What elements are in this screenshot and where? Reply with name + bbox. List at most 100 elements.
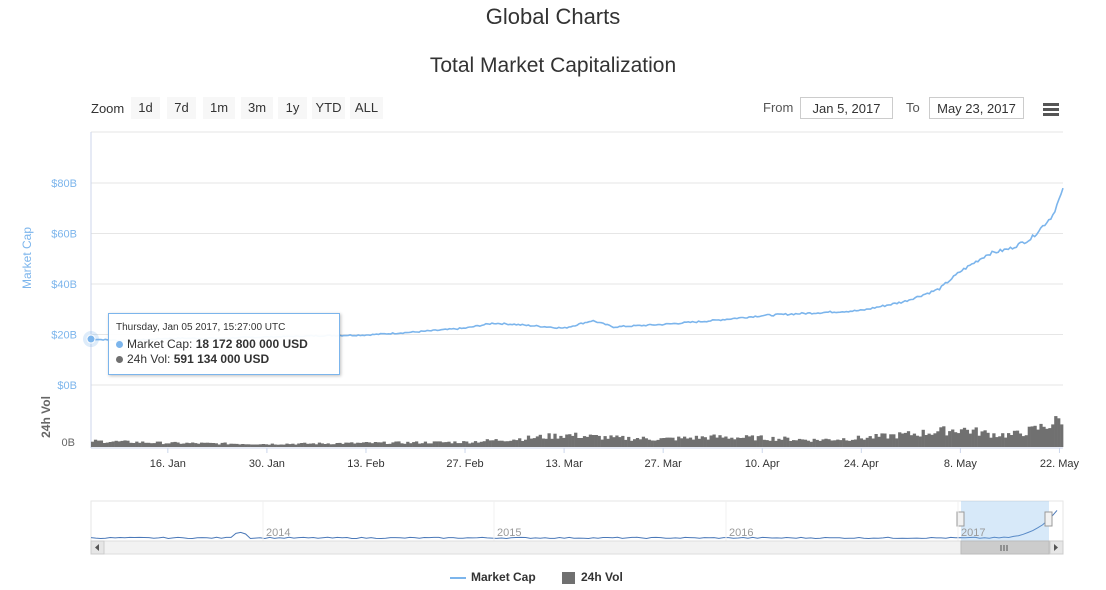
volume-bar bbox=[1054, 416, 1058, 447]
volume-bar bbox=[526, 435, 531, 447]
navigator-handle-left[interactable] bbox=[956, 511, 965, 527]
volume-bar bbox=[848, 440, 852, 447]
volume-bar bbox=[786, 437, 790, 447]
y-tick-label: $80B bbox=[51, 178, 77, 190]
volume-bar bbox=[462, 441, 466, 447]
from-label: From bbox=[763, 100, 794, 115]
volume-bar bbox=[223, 442, 227, 447]
volume-bar bbox=[300, 443, 304, 447]
volume-bar bbox=[647, 439, 651, 447]
volume-bar bbox=[898, 432, 902, 447]
volume-bar bbox=[650, 440, 654, 447]
volume-bar bbox=[338, 442, 342, 447]
volume-bar bbox=[382, 441, 386, 447]
page-title: Global Charts bbox=[485, 4, 621, 29]
legend-volume[interactable]: 24h Vol bbox=[581, 570, 623, 584]
chart-title: Total Market Capitalization bbox=[429, 54, 677, 77]
volume-bar bbox=[488, 440, 492, 447]
zoom-all-button[interactable]: ALL bbox=[350, 97, 383, 119]
navigator-selection[interactable] bbox=[961, 501, 1049, 541]
volume-bar bbox=[886, 438, 890, 447]
navigator-line bbox=[90, 510, 1058, 540]
volume-bar bbox=[780, 439, 784, 447]
volume-bar bbox=[364, 442, 369, 447]
volume-bar bbox=[768, 440, 772, 447]
hamburger-menu-icon[interactable] bbox=[1041, 101, 1061, 117]
volume-bar bbox=[188, 443, 192, 447]
volume-bar bbox=[385, 444, 389, 447]
volume-bar bbox=[909, 435, 914, 447]
volume-bar bbox=[309, 443, 313, 447]
volume-bar bbox=[197, 443, 201, 447]
volume-bar bbox=[771, 436, 775, 447]
y-tick-label: $60B bbox=[51, 229, 77, 241]
grid-lines bbox=[90, 131, 1063, 449]
volume-bar bbox=[173, 441, 177, 447]
volume-bar bbox=[359, 442, 363, 447]
volume-bar bbox=[821, 439, 825, 447]
scrollbar-thumb[interactable] bbox=[960, 540, 1050, 555]
volume-bar bbox=[1060, 424, 1064, 447]
volume-bar bbox=[391, 442, 395, 447]
zoom-7d-button[interactable]: 7d bbox=[167, 97, 196, 119]
to-date-input[interactable]: May 23, 2017 bbox=[929, 97, 1024, 119]
volume-bar bbox=[509, 440, 513, 447]
volume-bar bbox=[777, 438, 781, 447]
volume-bar bbox=[585, 436, 590, 447]
from-date-input[interactable]: Jan 5, 2017 bbox=[800, 97, 893, 119]
volume-bar bbox=[144, 442, 148, 447]
volume-bar bbox=[1030, 426, 1034, 447]
volume-bar bbox=[538, 434, 542, 447]
volume-bar bbox=[565, 434, 569, 447]
zoom-ytd-button[interactable]: YTD bbox=[312, 97, 345, 119]
volume-bar bbox=[962, 427, 967, 447]
volume-bar bbox=[238, 444, 242, 447]
navigator-handle-right[interactable] bbox=[1044, 511, 1053, 527]
volume-bar bbox=[353, 443, 357, 447]
volume-bar bbox=[182, 443, 186, 447]
volume-bar bbox=[1033, 425, 1037, 447]
volume-bar bbox=[803, 439, 808, 447]
zoom-1d-button[interactable]: 1d bbox=[131, 97, 160, 119]
scrollbar[interactable] bbox=[90, 540, 1064, 555]
volume-bar bbox=[957, 433, 961, 447]
volume-bar bbox=[214, 443, 218, 447]
volume-bar bbox=[750, 435, 755, 447]
volume-bar bbox=[568, 434, 572, 447]
zoom-3m-button[interactable]: 3m bbox=[241, 97, 273, 119]
volume-bar bbox=[117, 441, 121, 447]
volume-axis-title: 24h Vol bbox=[39, 396, 53, 438]
zoom-1y-button[interactable]: 1y bbox=[278, 97, 307, 119]
volume-bar bbox=[759, 435, 763, 447]
volume-bar bbox=[674, 440, 678, 447]
volume-bar bbox=[147, 442, 151, 447]
volume-bar bbox=[194, 443, 198, 447]
volume-bar bbox=[329, 444, 333, 447]
volume-bar bbox=[824, 438, 828, 447]
legend-market-cap[interactable]: Market Cap bbox=[471, 570, 536, 584]
volume-bar bbox=[217, 444, 221, 447]
volume-bar bbox=[261, 444, 266, 447]
volume-bar bbox=[1042, 426, 1046, 447]
volume-bar bbox=[562, 437, 566, 447]
volume-bar bbox=[232, 443, 236, 447]
zoom-1m-button[interactable]: 1m bbox=[203, 97, 235, 119]
volume-bar bbox=[311, 443, 316, 447]
volume-bar bbox=[273, 444, 277, 447]
volume-bar bbox=[627, 436, 631, 447]
volume-bar bbox=[373, 442, 378, 447]
navigator-x-axis: 2014 2015 2016 2017 bbox=[262, 501, 985, 541]
volume-bar bbox=[258, 444, 263, 447]
volume-bar bbox=[603, 436, 607, 447]
volume-bar bbox=[332, 444, 336, 447]
volume-bar bbox=[96, 440, 101, 447]
volume-bar bbox=[432, 441, 436, 447]
volume-bar bbox=[226, 444, 230, 447]
volume-bar bbox=[220, 442, 224, 447]
volume-bar bbox=[577, 438, 581, 447]
navigator-tick-label: 2016 bbox=[729, 527, 753, 539]
volume-bar bbox=[574, 432, 578, 447]
volume-bar bbox=[241, 444, 245, 447]
volume-bar bbox=[600, 439, 604, 447]
navigator[interactable]: 2014 2015 2016 2017 bbox=[90, 500, 1064, 542]
